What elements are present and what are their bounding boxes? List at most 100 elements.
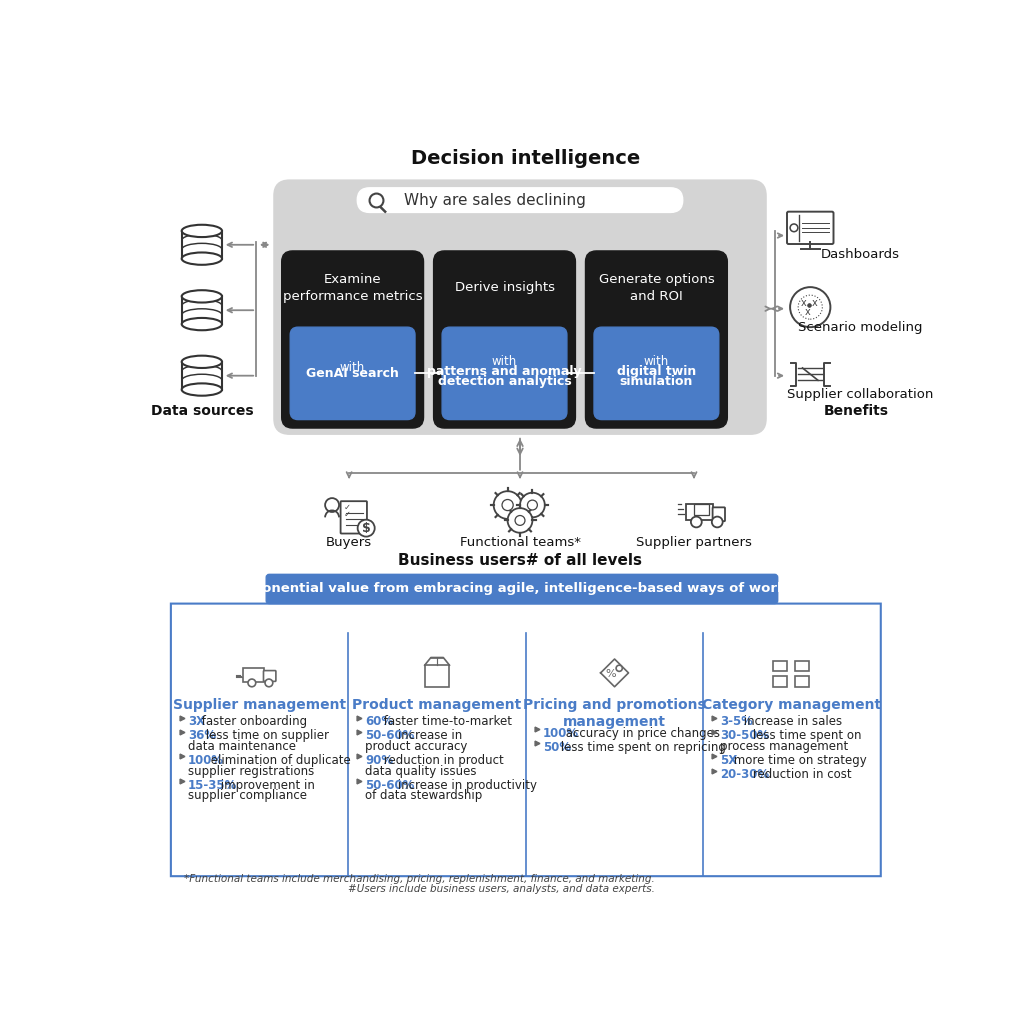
Text: x: x [804,307,810,317]
Text: Derive insights: Derive insights [455,281,554,294]
Text: 3-5%: 3-5% [720,715,753,728]
Text: accuracy in price changes: accuracy in price changes [562,726,720,740]
Text: Decision intelligence: Decision intelligence [411,149,640,168]
Text: with: with [491,355,517,367]
Text: less time on supplier: less time on supplier [202,729,329,743]
Text: faster onboarding: faster onboarding [198,715,307,728]
Text: 60%: 60% [365,715,394,728]
Text: Supplier partners: Supplier partners [636,536,752,549]
Text: Supplier management: Supplier management [173,698,346,712]
Text: Dashboards: Dashboards [821,248,900,261]
Text: less time spent on: less time spent on [749,729,862,743]
Text: increase in productivity: increase in productivity [394,779,538,792]
Text: of data stewardship: of data stewardship [365,789,482,802]
FancyBboxPatch shape [434,251,576,428]
Text: reduction in product: reduction in product [380,754,504,767]
FancyBboxPatch shape [274,181,766,434]
Text: 20-30%: 20-30% [720,768,770,782]
Circle shape [358,520,374,537]
Text: 3X: 3X [188,715,205,728]
Circle shape [502,500,513,511]
Ellipse shape [182,252,222,265]
Text: process management: process management [720,740,849,753]
FancyBboxPatch shape [774,676,787,686]
Text: data maintenance: data maintenance [188,740,295,753]
Text: 100%: 100% [543,726,579,740]
Text: increase in: increase in [394,729,463,743]
FancyBboxPatch shape [795,661,810,671]
Text: Examine
performance metrics: Examine performance metrics [283,273,423,303]
Text: 15-35%: 15-35% [188,779,237,792]
FancyBboxPatch shape [264,671,276,681]
Text: supplier compliance: supplier compliance [188,789,307,802]
FancyBboxPatch shape [787,211,833,244]
Text: 100%: 100% [188,754,224,767]
Circle shape [325,498,339,512]
Circle shape [515,515,525,525]
Text: Data sources: Data sources [151,404,253,419]
Text: with: with [643,355,669,367]
Text: with: with [340,361,365,373]
Text: data quality issues: data quality issues [365,764,477,778]
FancyBboxPatch shape [795,676,810,686]
Text: $: $ [362,521,370,535]
Ellipse shape [182,290,222,303]
Circle shape [248,679,255,686]
Text: elimination of duplicate: elimination of duplicate [207,754,351,767]
Text: Product management: Product management [353,698,521,712]
FancyBboxPatch shape [171,603,880,876]
FancyBboxPatch shape [594,327,719,420]
Text: Buyers: Buyers [326,536,372,549]
Text: ✓: ✓ [344,503,351,512]
Text: Scenario modeling: Scenario modeling [798,321,922,334]
Text: %: % [605,669,616,679]
FancyBboxPatch shape [694,504,710,515]
Ellipse shape [182,356,222,368]
Circle shape [265,679,273,686]
Circle shape [616,665,623,671]
Text: supplier registrations: supplier registrations [188,764,314,778]
FancyBboxPatch shape [442,327,567,420]
FancyBboxPatch shape [266,575,778,603]
Text: 36%: 36% [188,729,216,743]
Ellipse shape [182,225,222,237]
FancyBboxPatch shape [586,251,727,428]
Circle shape [527,500,538,510]
Text: increase in sales: increase in sales [740,715,841,728]
Text: *Functional teams include merchandising, pricing, replenishment, finance, and ma: *Functional teams include merchandising,… [185,874,656,884]
FancyBboxPatch shape [713,507,725,521]
Text: less time spent on repricing: less time spent on repricing [557,741,726,754]
Text: x: x [801,299,806,308]
Text: 50-60%: 50-60% [365,729,415,743]
Text: GenAI search: GenAI search [306,367,399,380]
Text: 90%: 90% [365,754,394,767]
FancyBboxPatch shape [242,668,265,682]
Circle shape [520,492,545,517]
Text: product accuracy: product accuracy [365,740,468,753]
Text: Exponential value from embracing agile, intelligence-based ways of working: Exponential value from embracing agile, … [235,583,810,595]
Text: Why are sales declining: Why are sales declining [404,193,586,207]
Text: more time on strategy: more time on strategy [729,754,867,767]
Text: Generate options
and ROI: Generate options and ROI [598,273,714,303]
Text: Pricing and promotions
management: Pricing and promotions management [523,698,706,728]
Text: 50-60%: 50-60% [365,779,415,792]
Text: #Users include business users, analysts, and data experts.: #Users include business users, analysts,… [349,884,656,895]
Circle shape [494,491,521,519]
FancyBboxPatch shape [425,665,449,686]
Circle shape [508,508,532,532]
Text: detection analytics: detection analytics [438,376,571,388]
Text: 5X: 5X [720,754,738,767]
Ellipse shape [182,384,222,396]
FancyBboxPatch shape [282,251,424,428]
FancyBboxPatch shape [774,661,787,671]
FancyBboxPatch shape [341,501,367,534]
Text: ✓: ✓ [344,510,351,519]
Text: Functional teams*: Functional teams* [460,536,581,549]
Text: x: x [812,299,818,308]
Text: faster time-to-market: faster time-to-market [380,715,512,728]
Circle shape [790,224,798,232]
Text: reduction in cost: reduction in cost [749,768,852,782]
Ellipse shape [182,318,222,330]
FancyBboxPatch shape [290,327,415,420]
Circle shape [712,516,722,527]
